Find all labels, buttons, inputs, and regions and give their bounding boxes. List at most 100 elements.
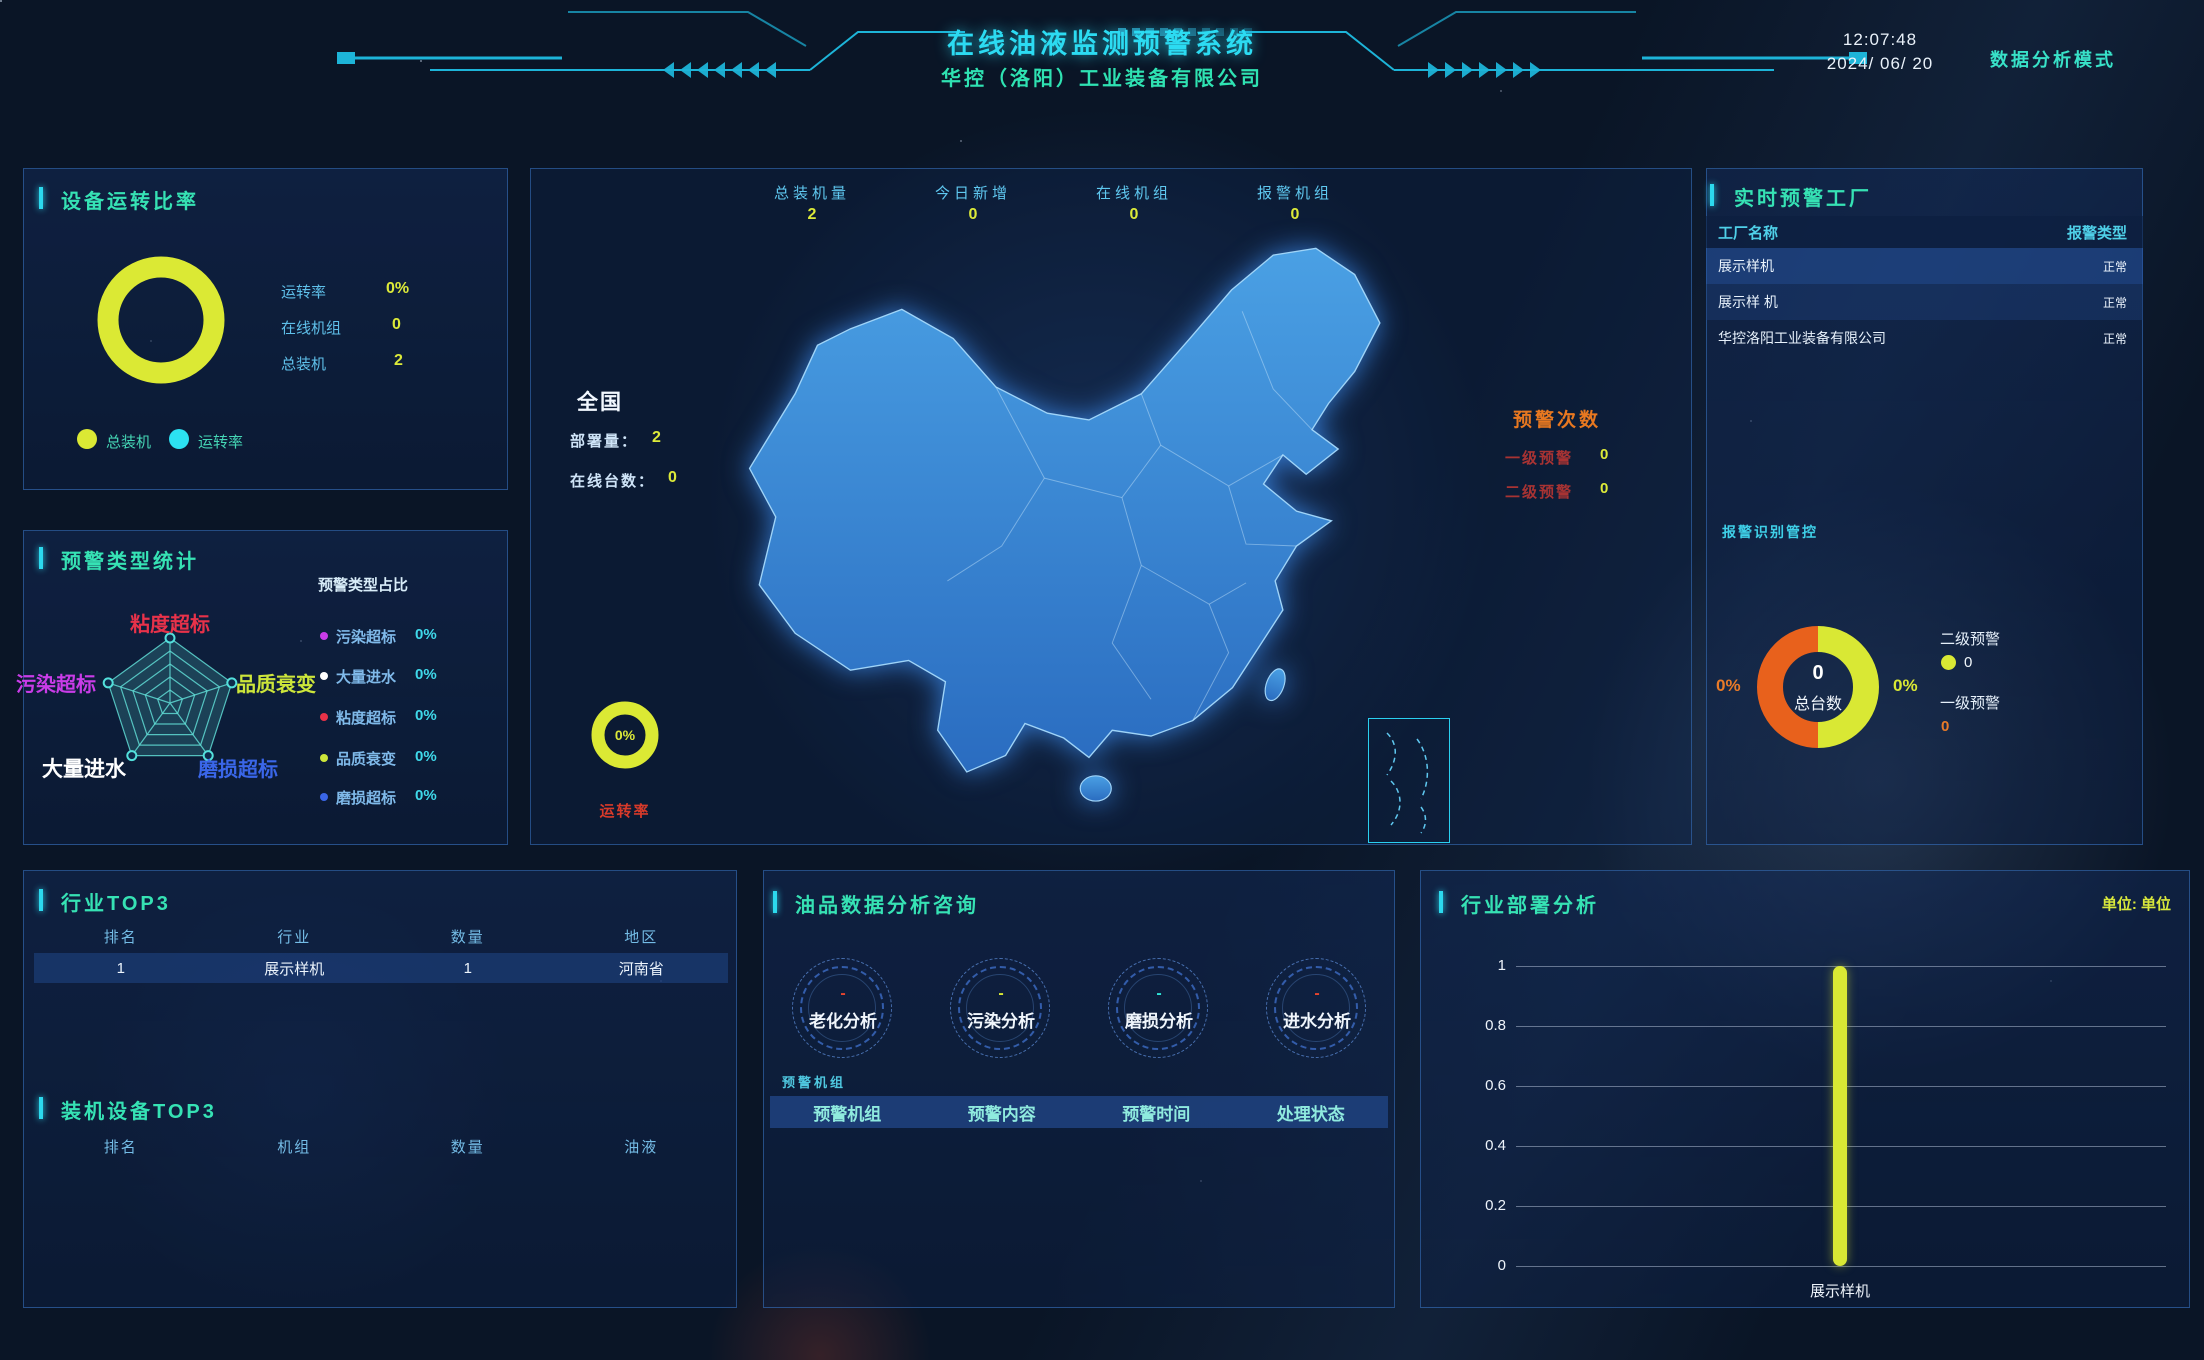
factory-table-header: 工厂名称 报警类型 (1706, 216, 2143, 248)
warning-units-table-header: 预警机组 预警内容 预警时间 处理状态 (770, 1096, 1388, 1128)
column-header: 机组 (277, 1138, 312, 1156)
map-stat-value: 0 (968, 206, 978, 223)
warning-type-stats-panel: 预警类型统计 (23, 530, 508, 845)
gauge-ring (958, 966, 1042, 1050)
title-accent-bar (39, 187, 43, 209)
y-axis-tick: 0.4 (1485, 1137, 1506, 1154)
legend-dot-total (77, 429, 97, 449)
gridline (1516, 1266, 2166, 1267)
stat-value: 0% (386, 280, 410, 297)
china-map[interactable] (620, 195, 1620, 835)
stat-value: 2 (394, 352, 403, 369)
alarm-control-label: 报警识别管控 (1722, 524, 1818, 540)
gauge-ring (1274, 966, 1358, 1050)
page-title: 在线油液监测预警系统 (947, 29, 1257, 59)
map-stat-value: 0 (1290, 206, 1300, 223)
column-header: 处理状态 (1276, 1104, 1345, 1124)
region-cell: 河南省 (618, 960, 664, 978)
column-header: 油液 (624, 1138, 659, 1156)
online-count-value: 0 (668, 469, 677, 486)
stat-label: 运转率 (281, 284, 327, 301)
donut-legend-label: 一级预警 (1940, 695, 2001, 712)
column-header: 排名 (103, 1138, 138, 1156)
title-accent-bar (39, 547, 43, 569)
deployment-title: 行业部署分析 (1461, 895, 1599, 917)
column-header: 预警机组 (813, 1104, 882, 1124)
factory-row[interactable]: 展示样机 正常 (1706, 248, 2143, 284)
water-analysis-gauge: - 进水分析 (1266, 958, 1366, 1058)
warning-item-value: 0% (415, 666, 437, 683)
y-axis-tick: 0.6 (1485, 1077, 1506, 1094)
gauge-ring (800, 966, 884, 1050)
map-stat-value: 0 (1129, 206, 1139, 223)
gauge-label: 磨损分析 (1125, 1012, 1193, 1031)
warning-type-stats-title: 预警类型统计 (61, 551, 199, 573)
oil-analysis-panel: 油品数据分析咨询 (763, 870, 1395, 1308)
clock-date: 2024/ 06/ 20 (1826, 54, 1934, 73)
industry-table-header: 排名 行业 数量 地区 (34, 923, 728, 949)
south-china-sea-inset (1368, 718, 1450, 843)
industry-deployment-panel: 行业部署分析 单位: 单位 (1420, 870, 2190, 1308)
deploy-count-value: 2 (652, 429, 661, 446)
column-header: 预警时间 (1122, 1104, 1191, 1124)
column-header: 排名 (103, 928, 138, 946)
alarm-status: 正常 (2102, 295, 2127, 310)
warning-item-value: 0% (415, 787, 437, 804)
rank-cell: 1 (116, 959, 125, 977)
aging-analysis-gauge: - 老化分析 (792, 958, 892, 1058)
column-header: 数量 (450, 928, 485, 946)
column-header: 地区 (624, 928, 659, 946)
map-stat-label: 报警机组 (1256, 185, 1333, 202)
region-name: 全国 (577, 391, 623, 414)
legend-dot-rate (169, 429, 189, 449)
warning-level-value: 0 (1600, 446, 1609, 463)
x-axis-category-label: 展示样机 (1809, 1283, 1870, 1300)
gauge-value: - (1314, 985, 1320, 1002)
industry-table-row[interactable]: 1 展示样机 1 河南省 (34, 953, 728, 983)
alarm-donut-chart (1757, 626, 1879, 748)
factory-name: 展示样 机 (1718, 294, 1778, 310)
realtime-panel-title: 实时预警工厂 (1734, 188, 1872, 210)
stat-label: 总装机 (281, 356, 327, 373)
column-header: 工厂名称 (1718, 224, 1779, 242)
donut-right-percent: 0% (1893, 676, 1918, 695)
list-bullet (320, 632, 328, 640)
list-bullet (320, 713, 328, 721)
clock: 12:07:48 2024/ 06/ 20 (1800, 28, 1960, 76)
radar-axis-label: 品质衰变 (236, 674, 316, 696)
warning-item-label: 粘度超标 (336, 710, 397, 727)
warning-item-label: 大量进水 (336, 669, 397, 686)
gauge-ring (1124, 974, 1192, 1042)
mini-donut-value: 0% (614, 727, 636, 743)
factory-row[interactable]: 展示样 机 正常 (1706, 284, 2143, 320)
column-header: 行业 (277, 928, 312, 946)
wear-analysis-gauge: - 磨损分析 (1108, 958, 1208, 1058)
radar-axis-label: 大量进水 (42, 758, 126, 781)
inset-islands-dashes (1386, 732, 1429, 834)
industry-top3-title: 行业TOP3 (61, 893, 171, 915)
factory-row[interactable]: 华控洛阳工业装备有限公司 正常 (1706, 320, 2143, 356)
gauge-label: 污染分析 (967, 1012, 1035, 1031)
run-rate-mini-donut (591, 701, 659, 769)
title-accent-bar (1439, 891, 1443, 913)
gauge-label: 老化分析 (809, 1012, 877, 1031)
stat-value: 0 (392, 316, 401, 333)
radar-axis-label: 粘度超标 (130, 614, 210, 636)
gauge-value: - (840, 985, 846, 1002)
y-axis-tick: 0.8 (1485, 1017, 1506, 1034)
warning-item-value: 0% (415, 626, 437, 643)
data-analysis-mode-button[interactable]: 数据分析模式 (1990, 50, 2116, 70)
column-header: 预警内容 (967, 1104, 1036, 1124)
list-bullet (320, 754, 328, 762)
title-accent-bar (39, 889, 43, 911)
map-stat-label: 今日新增 (934, 185, 1011, 202)
legend-label: 运转率 (198, 434, 244, 451)
oil-analysis-title: 油品数据分析咨询 (795, 895, 979, 917)
gauge-ring (966, 974, 1034, 1042)
gauge-ring (1282, 974, 1350, 1042)
count-cell: 1 (463, 959, 472, 977)
deploy-count-label: 部署量： (570, 433, 639, 450)
warning-level-value: 0 (1600, 480, 1609, 497)
title-accent-bar (773, 891, 777, 913)
